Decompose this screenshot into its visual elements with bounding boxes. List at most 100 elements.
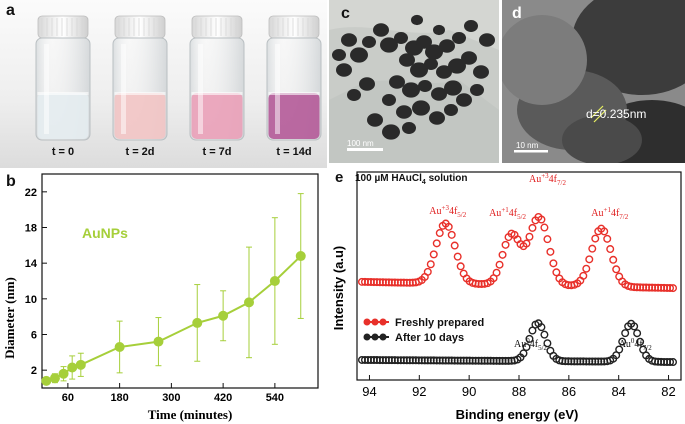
legend-marker (363, 318, 371, 326)
x-tick-label: 420 (214, 392, 232, 404)
spectrum-marker (669, 358, 678, 367)
spectrum-marker (669, 284, 678, 293)
nanoparticle (479, 33, 495, 47)
legend-label: Freshly prepared (395, 317, 484, 329)
scale-bar-d-label: 10 nm (516, 141, 539, 150)
panel-e-chart: e 100 µM HAuCl4 solution 94 92 90 88 86 84 82 … (329, 168, 685, 424)
x-tick-label: 90 (462, 384, 476, 399)
spectrum-marker (537, 323, 546, 332)
nanoparticle (382, 94, 396, 106)
spectrum-marker (543, 235, 552, 244)
x-tick-label: 180 (110, 392, 128, 404)
spectrum-marker (423, 267, 432, 276)
panel-b-chart: b 60 180 300 420 540 2 6 10 14 18 22 AuNPs Time (m… (0, 168, 328, 424)
panel-e-title: 100 µM HAuCl4 solution (355, 173, 467, 186)
panel-c-label: c (341, 5, 350, 22)
vial-cap (37, 15, 89, 39)
spectrum-marker (435, 229, 444, 238)
spectrum-marker (519, 349, 528, 358)
spectrum-marker (495, 260, 504, 269)
spectrum-marker (432, 239, 441, 248)
spectrum-marker (606, 245, 615, 254)
y-tick-label: 2 (31, 365, 37, 377)
nanoparticle (416, 35, 432, 49)
data-point (41, 375, 52, 386)
x-tick-label: 88 (512, 384, 526, 399)
spectrum-marker (528, 223, 537, 232)
nanoparticle (456, 93, 472, 107)
spectrum-marker (522, 343, 531, 352)
xps-chart: e 100 µM HAuCl4 solution 94 92 90 88 86 84 82 … (331, 169, 682, 422)
x-axis-label: Binding energy (eV) (456, 407, 579, 422)
x-tick-label: 300 (162, 392, 180, 404)
vial-caption: t = 0 (51, 146, 75, 158)
nanoparticle (380, 37, 398, 53)
nanoparticle (410, 62, 428, 78)
data-point (114, 341, 125, 352)
spectrum-marker (498, 250, 507, 259)
y-axis-label: Intensity (a.u) (331, 246, 346, 331)
nanoparticle (461, 51, 477, 65)
legend-marker (371, 318, 379, 326)
data-point (295, 251, 306, 262)
spectrum-marker (429, 250, 438, 259)
nanoparticle (444, 80, 462, 96)
nanoparticle (473, 65, 489, 79)
spectrum-marker (450, 241, 459, 250)
spectrum-marker (501, 240, 510, 249)
nanoparticle (418, 80, 432, 92)
vial-caption: t = 7d (202, 146, 232, 158)
x-tick-label: 84 (611, 384, 625, 399)
y-axis-label: Diameter (nm) (2, 277, 17, 359)
y-tick-label: 14 (25, 258, 38, 270)
nanoparticle (373, 23, 389, 37)
x-tick-label: 82 (661, 384, 675, 399)
nanoparticle (394, 32, 408, 44)
spectrum-marker (588, 244, 597, 253)
spectrum-marker (543, 339, 552, 348)
panel-b-label: b (6, 173, 16, 190)
nanoparticle (332, 49, 346, 61)
data-point (58, 368, 69, 379)
nanoparticle (470, 84, 484, 96)
spectrum-marker (525, 232, 534, 241)
vial-liquid (268, 93, 320, 139)
nanoparticle (399, 53, 415, 67)
spectrum-marker (453, 252, 462, 261)
spectrum-marker (540, 330, 549, 339)
spectrum-marker (621, 329, 630, 338)
spectrum-marker (666, 284, 675, 293)
spectrum-marker (447, 230, 456, 239)
spectrum-marker (633, 329, 642, 338)
nanoparticle (341, 33, 357, 47)
spectrum-marker (615, 345, 624, 354)
vial-liquid (114, 93, 166, 139)
peak-label: Au+34f5/2 (429, 204, 466, 219)
nanoparticle (350, 47, 368, 63)
nanoparticle (367, 113, 383, 127)
black-spectrum (357, 319, 678, 367)
scale-bar-c (347, 148, 383, 151)
y-tick-label: 10 (25, 294, 37, 306)
vial-caption: t = 14d (276, 146, 312, 158)
vial-0 (35, 15, 91, 141)
vial-3 (266, 15, 322, 141)
nanoparticle (382, 124, 400, 140)
nanoparticle (402, 82, 420, 98)
peak-label: Au+34f7/2 (529, 172, 566, 187)
vial-2 (189, 15, 245, 141)
y-tick-label: 22 (25, 187, 37, 199)
peak-label: Au04f5/2 (514, 337, 548, 352)
spectrum-marker (537, 215, 546, 224)
spectrum-marker (426, 260, 435, 269)
panel-c-tem: 100 nm c (329, 0, 499, 163)
x-tick-label: 94 (362, 384, 376, 399)
legend-item: After 10 days (363, 332, 464, 344)
nanoparticle (336, 63, 352, 77)
data-point (218, 310, 229, 321)
tem-image-c: 100 nm c (329, 0, 499, 163)
lattice-spacing-label: d=0.235nm (586, 107, 646, 121)
data-point (244, 297, 254, 308)
nanoparticle (359, 77, 375, 91)
lattice-marker (593, 109, 607, 123)
